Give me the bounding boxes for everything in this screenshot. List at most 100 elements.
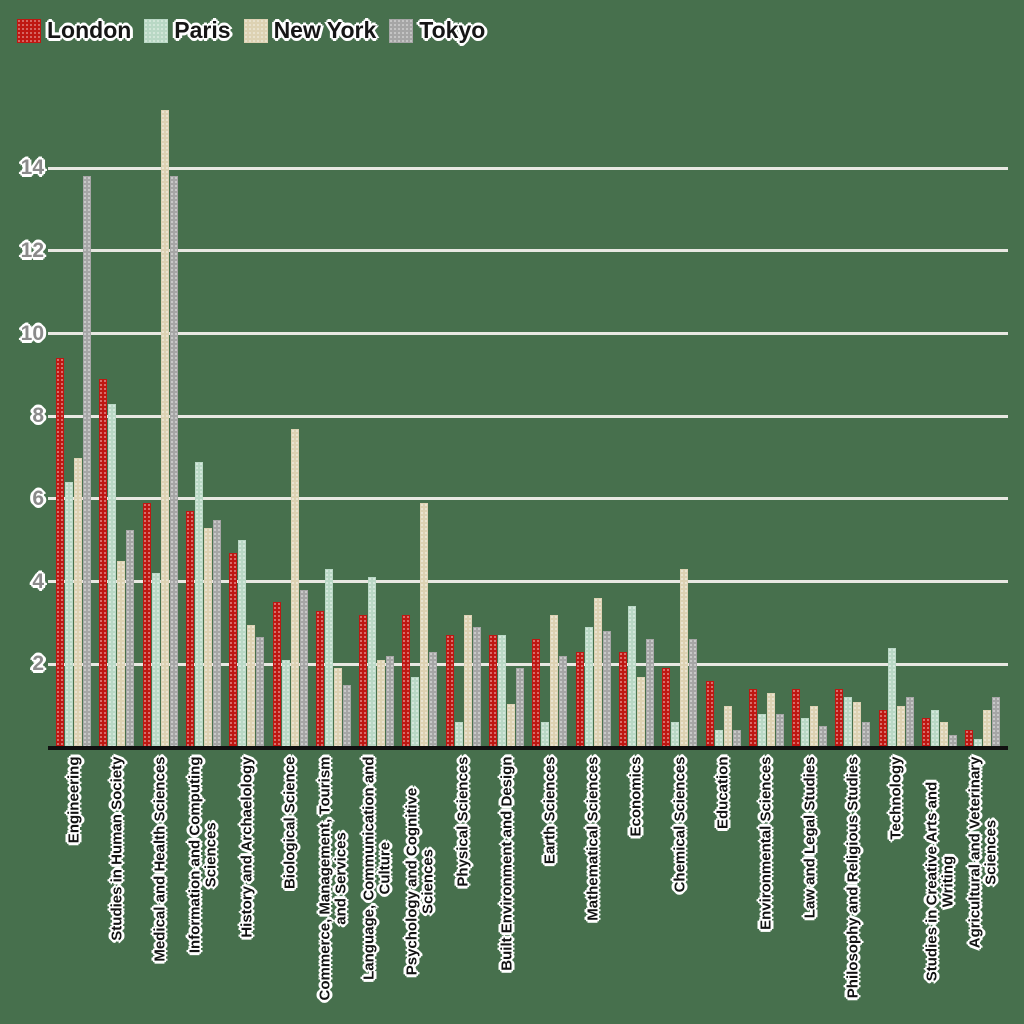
x-axis-label: Medical and Health Sciences <box>151 756 169 962</box>
y-tick-label: 2 <box>32 652 44 676</box>
bar-london-17 <box>792 689 801 747</box>
legend-swatch <box>389 18 414 43</box>
bar-new-york-13 <box>636 676 645 747</box>
bar-tokyo-17 <box>819 726 828 747</box>
bar-paris-21 <box>974 738 983 747</box>
y-tick-label: 10 <box>20 321 44 345</box>
bar-new-york-0 <box>74 457 82 747</box>
y-tick-label: 6 <box>32 486 44 510</box>
bar-tokyo-20 <box>949 734 957 747</box>
bar-paris-20 <box>931 709 939 747</box>
gridline-y2 <box>48 662 1008 666</box>
bar-new-york-18 <box>853 701 862 747</box>
x-axis-label: Law and Legal Studies <box>800 756 818 918</box>
bar-tokyo-4 <box>256 637 265 747</box>
x-axis-label: Engineering <box>64 756 82 843</box>
legend-swatch <box>17 18 41 43</box>
x-axis-label: Commerce, Management, Tourism and Servic… <box>316 756 350 1000</box>
legend-item-paris: Paris <box>144 17 231 44</box>
bar-paris-13 <box>627 606 636 747</box>
x-axis-label: Education <box>714 756 731 829</box>
bar-new-york-9 <box>463 614 472 747</box>
bar-london-11 <box>532 639 541 747</box>
bar-paris-3 <box>194 461 203 747</box>
bar-london-7 <box>359 614 368 747</box>
x-axis-line <box>48 746 1008 750</box>
x-axis-label: Technology <box>887 756 905 840</box>
legend-item-london: London <box>17 17 131 44</box>
bar-london-16 <box>748 689 757 747</box>
legend-label: Tokyo <box>419 17 486 43</box>
y-tick-label: 4 <box>32 569 44 593</box>
bar-london-1 <box>99 378 108 747</box>
legend-label: London <box>47 17 132 43</box>
bar-tokyo-1 <box>126 529 135 747</box>
y-tick-label: 14 <box>20 156 44 180</box>
bar-paris-14 <box>671 722 680 747</box>
bar-new-york-5 <box>290 428 299 747</box>
bar-tokyo-14 <box>689 639 698 747</box>
bar-paris-12 <box>584 627 593 747</box>
x-axis-label: Chemical Sciences <box>670 756 688 892</box>
bar-tokyo-7 <box>386 656 395 747</box>
legend-label: New York <box>273 17 377 43</box>
x-axis-label: Agricultural and Veterinary Sciences <box>965 756 999 948</box>
bar-tokyo-8 <box>429 651 438 747</box>
bar-paris-6 <box>324 569 333 747</box>
bar-paris-5 <box>281 660 290 747</box>
bar-new-york-16 <box>766 693 775 747</box>
x-axis-label: Philosophy and Religious Studies <box>843 756 861 998</box>
bar-paris-1 <box>108 403 117 747</box>
bar-london-12 <box>575 651 584 747</box>
x-axis-label: Economics <box>627 756 645 837</box>
bar-london-5 <box>272 602 281 747</box>
legend-swatch <box>243 18 268 43</box>
bar-paris-10 <box>498 635 506 747</box>
bar-new-york-10 <box>507 703 515 747</box>
bar-london-13 <box>618 651 627 747</box>
y-tick-label: 8 <box>32 404 44 428</box>
bar-new-york-1 <box>117 560 126 747</box>
gridline-y6 <box>48 497 1008 501</box>
gridline-y4 <box>48 580 1008 584</box>
bar-london-6 <box>315 610 324 747</box>
bar-london-19 <box>878 709 887 747</box>
bar-paris-7 <box>368 577 377 747</box>
legend: London Paris New York Tokyo <box>17 17 498 44</box>
legend-item-tokyo: Tokyo <box>389 17 485 44</box>
legend-item-new-york: New York <box>243 17 377 44</box>
x-axis-label: Built Environment and Design <box>497 756 515 971</box>
x-axis-label: Studies in Creative Arts and Writing <box>922 781 956 981</box>
y-tick-label: 12 <box>20 238 44 262</box>
gridline-y8 <box>48 414 1008 418</box>
x-axis-label: Physical Sciences <box>454 756 472 887</box>
bar-paris-11 <box>541 722 550 747</box>
bar-new-york-4 <box>247 625 256 747</box>
bar-new-york-20 <box>940 722 948 747</box>
bar-london-4 <box>229 552 238 747</box>
gridline-y14 <box>48 166 1008 170</box>
x-axis-label: Environmental Sciences <box>757 756 775 930</box>
bar-tokyo-12 <box>602 631 611 747</box>
x-axis-label: Biological Science <box>281 756 298 889</box>
bar-london-8 <box>402 614 411 747</box>
bar-paris-16 <box>757 713 766 747</box>
bar-tokyo-2 <box>169 176 178 747</box>
bar-new-york-17 <box>810 705 819 747</box>
bar-paris-2 <box>151 573 160 747</box>
x-axis-label: Mathematical Sciences <box>584 756 602 921</box>
x-axis-label: Language, Communication and Culture <box>359 756 393 980</box>
bar-london-21 <box>965 730 974 747</box>
bar-new-york-19 <box>896 705 905 747</box>
bar-tokyo-0 <box>83 176 91 747</box>
x-axis-label: History and Archaelology <box>237 756 255 938</box>
bar-paris-19 <box>887 647 896 747</box>
x-axis-label: Earth Sciences <box>540 756 558 864</box>
bar-tokyo-16 <box>775 713 784 747</box>
bar-london-20 <box>922 718 930 747</box>
x-axis-label: Studies in Human Society <box>107 756 125 941</box>
bar-tokyo-9 <box>472 627 481 747</box>
gridline-y12 <box>48 249 1008 253</box>
bar-paris-18 <box>844 697 853 747</box>
